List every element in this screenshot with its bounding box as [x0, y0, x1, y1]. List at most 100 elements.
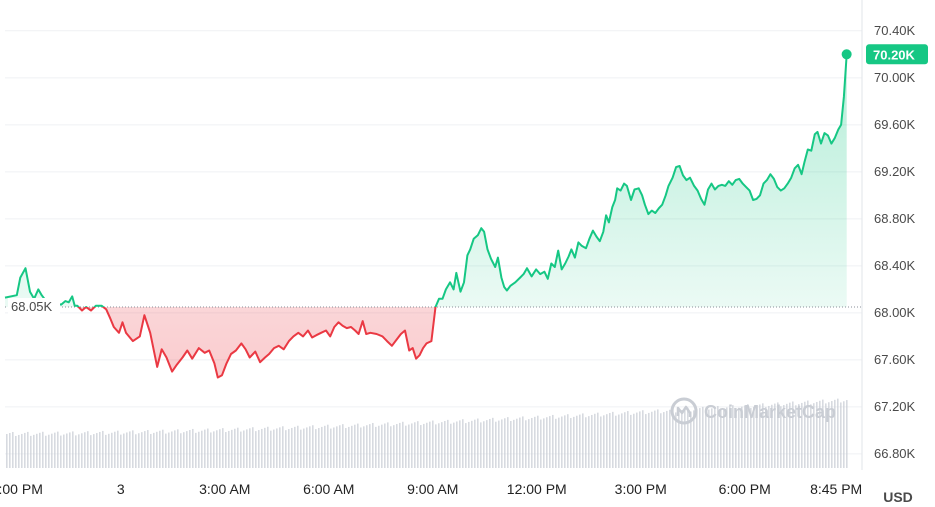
- volume-bar: [309, 426, 311, 468]
- volume-bar: [786, 403, 788, 468]
- volume-bar: [837, 398, 839, 468]
- volume-bar: [333, 427, 335, 468]
- volume-bar: [111, 432, 113, 468]
- volume-bar: [279, 427, 281, 468]
- volume-bar: [135, 434, 137, 468]
- volume-bar: [114, 431, 116, 468]
- volume-bar: [303, 428, 305, 468]
- watermark-text: CoinMarketCap: [704, 402, 836, 422]
- volume-bar: [444, 421, 446, 468]
- volume-bar: [735, 408, 737, 468]
- volume-bar: [126, 432, 128, 468]
- volume-bar: [579, 414, 581, 468]
- volume-bar: [834, 399, 836, 468]
- volume-bar: [153, 432, 155, 468]
- volume-bar: [666, 410, 668, 468]
- volume-bar: [138, 433, 140, 468]
- volume-bar: [60, 435, 62, 468]
- volume-bar: [618, 414, 620, 468]
- volume-bar: [189, 430, 191, 468]
- volume-bar: [354, 424, 356, 468]
- volume-bar: [429, 421, 431, 468]
- volume-bar: [744, 405, 746, 468]
- volume-bar: [489, 418, 491, 468]
- volume-bar: [594, 413, 596, 468]
- volume-bar: [465, 423, 467, 468]
- volume-bar: [129, 431, 131, 468]
- volume-bar: [606, 414, 608, 468]
- volume-bar: [120, 434, 122, 468]
- volume-bar: [615, 415, 617, 468]
- volume-bar: [27, 431, 29, 468]
- volume-bar: [192, 428, 194, 468]
- volume-bar: [810, 404, 812, 468]
- area-above-baseline: [5, 54, 847, 307]
- volume-bar: [471, 420, 473, 468]
- volume-bar: [288, 429, 290, 468]
- volume-bar: [321, 426, 323, 468]
- volume-bar: [474, 419, 476, 468]
- volume-bar: [783, 405, 785, 468]
- volume-bar: [108, 433, 110, 468]
- volume-bar: [222, 428, 224, 468]
- volume-bar: [552, 414, 554, 468]
- volume-bar: [456, 421, 458, 468]
- volume-bar: [396, 424, 398, 468]
- volume-bar: [567, 414, 569, 468]
- volume-bar: [717, 406, 719, 468]
- volume-bar: [258, 430, 260, 468]
- volume-bar: [414, 422, 416, 468]
- volume-bar: [822, 399, 824, 468]
- volume-bar: [657, 409, 659, 468]
- volume-bar: [519, 417, 521, 468]
- volume-bar: [648, 412, 650, 468]
- volume-bar: [174, 430, 176, 468]
- volume-bar: [681, 410, 683, 468]
- volume-bar: [93, 434, 95, 468]
- volume-bar: [561, 416, 563, 468]
- volume-bar: [24, 432, 26, 468]
- volume-bar: [69, 432, 71, 468]
- volume-bar: [42, 431, 44, 468]
- volume-bar: [30, 435, 32, 468]
- volume-bar: [585, 417, 587, 468]
- volume-bar: [219, 429, 221, 468]
- volume-bar: [33, 434, 35, 468]
- volume-bar: [528, 419, 530, 468]
- volume-bar: [276, 428, 278, 468]
- volume-bar: [630, 414, 632, 468]
- volume-bar: [642, 410, 644, 468]
- volume-bar: [408, 424, 410, 468]
- volume-bar: [711, 408, 713, 468]
- volume-bar: [15, 435, 17, 468]
- volume-bar: [705, 410, 707, 468]
- volume-bar: [516, 418, 518, 468]
- volume-bar: [99, 431, 101, 468]
- volume-bar: [384, 423, 386, 468]
- y-tick-label: 68.40K: [874, 258, 916, 273]
- volume-bar: [501, 419, 503, 468]
- volume-bar: [141, 432, 143, 468]
- volume-bar: [558, 417, 560, 468]
- volume-bar: [483, 421, 485, 468]
- volume-bar: [753, 406, 755, 468]
- volume-bar: [45, 435, 47, 468]
- volume-bar: [156, 431, 158, 468]
- volume-bar: [690, 411, 692, 468]
- volume-bars: [6, 398, 848, 468]
- volume-bar: [300, 429, 302, 468]
- volume-bar: [843, 401, 845, 468]
- volume-bar: [342, 424, 344, 468]
- volume-bar: [549, 416, 551, 468]
- volume-bar: [672, 408, 674, 468]
- volume-bar: [459, 420, 461, 468]
- volume-bar: [267, 426, 269, 468]
- y-axis: 70.40K 70.00K 69.60K 69.20K 68.80K 68.40K 68.0…: [874, 23, 916, 461]
- volume-bar: [420, 425, 422, 468]
- volume-bar: [105, 434, 107, 468]
- volume-bar: [144, 431, 146, 468]
- volume-bar: [438, 423, 440, 468]
- x-tick-label: 3:00 AM: [199, 481, 250, 497]
- volume-bar: [123, 433, 125, 468]
